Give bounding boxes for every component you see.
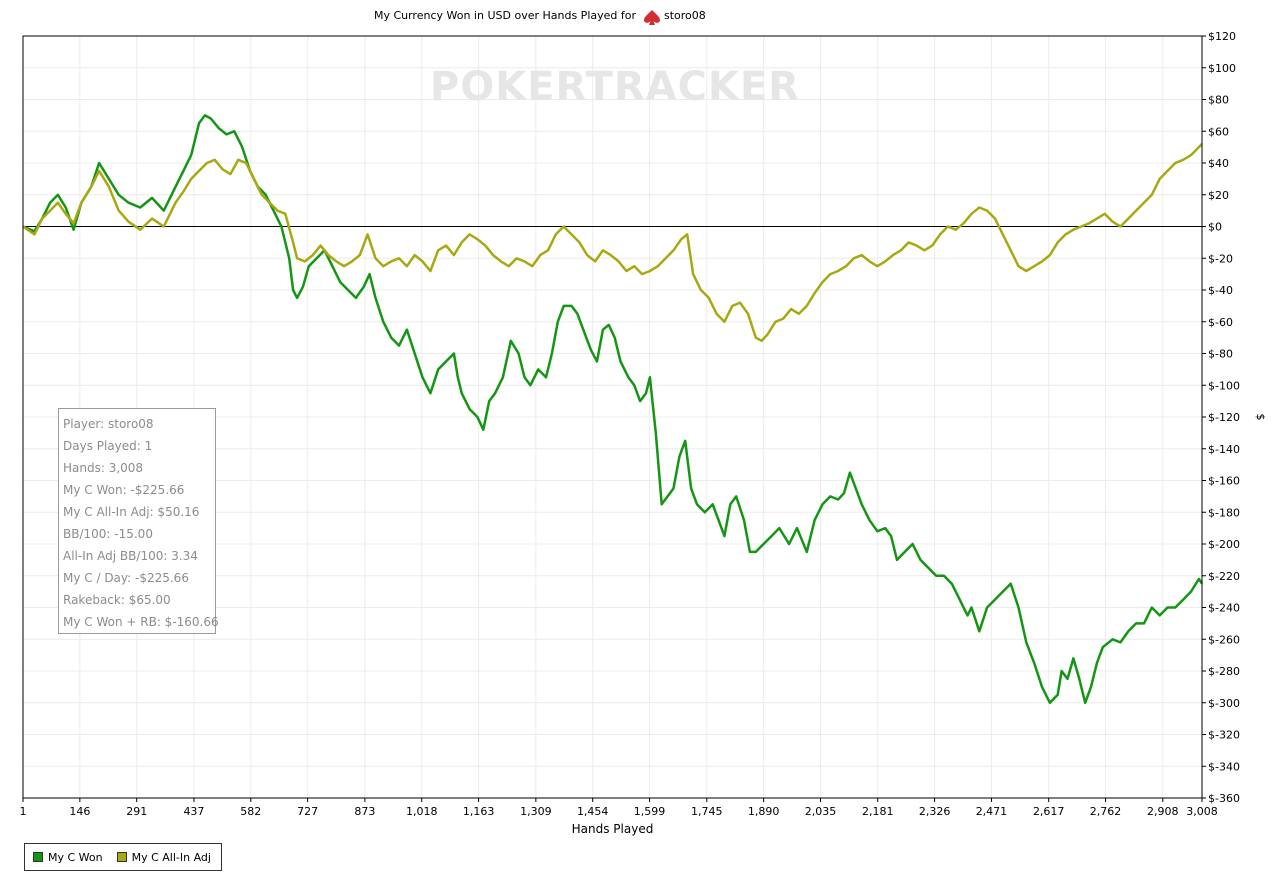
chart-title-player: storo08	[664, 9, 706, 22]
x-tick-label: 2,908	[1147, 805, 1179, 818]
y-tick-label: $-260	[1208, 633, 1240, 646]
y-tick-label: $-100	[1208, 379, 1240, 392]
legend: My C Won My C All-In Adj	[24, 843, 222, 871]
legend-item-won[interactable]: My C Won	[33, 851, 103, 864]
y-tick-label: $60	[1208, 125, 1229, 138]
x-tick-label: 2,471	[976, 805, 1008, 818]
x-tick-label: 1,599	[634, 805, 666, 818]
x-tick-label: 873	[354, 805, 375, 818]
x-tick-label: 291	[126, 805, 147, 818]
y-tick-label: $-240	[1208, 602, 1240, 615]
y-tick-label: $20	[1208, 189, 1229, 202]
y-tick-label: $-220	[1208, 570, 1240, 583]
y-tick-label: $-280	[1208, 665, 1240, 678]
legend-label-won: My C Won	[48, 850, 103, 864]
y-tick-label: $100	[1208, 62, 1236, 75]
x-tick-label: 2,035	[805, 805, 837, 818]
y-axis-label: $	[1254, 414, 1267, 421]
legend-swatch-won	[33, 852, 43, 862]
stat-days-played: Days Played: 1	[63, 439, 153, 453]
x-tick-label: 1,454	[577, 805, 609, 818]
y-tick-label: $-160	[1208, 475, 1240, 488]
legend-label-allin: My C All-In Adj	[131, 850, 211, 864]
x-tick-label: 2,617	[1033, 805, 1065, 818]
legend-swatch-allin	[116, 852, 127, 862]
y-tick-label: $-200	[1208, 538, 1240, 551]
y-tick-label: $40	[1208, 157, 1229, 170]
y-tick-label: $-140	[1208, 443, 1240, 456]
y-tick-label: $80	[1208, 94, 1229, 107]
stat-rakeback: Rakeback: $65.00	[63, 593, 171, 607]
y-tick-label: $120	[1208, 30, 1236, 43]
x-tick-label: 1	[20, 805, 27, 818]
stat-allin-adj: My C All-In Adj: $50.16	[63, 505, 200, 519]
stat-bb100: BB/100: -15.00	[63, 527, 153, 541]
y-tick-label: $-80	[1208, 348, 1233, 361]
x-tick-label: 1,163	[463, 805, 495, 818]
x-tick-label: 1,745	[691, 805, 723, 818]
y-tick-label: $-320	[1208, 729, 1240, 742]
x-tick-label: 146	[69, 805, 90, 818]
y-tick-label: $-120	[1208, 411, 1240, 424]
x-tick-label: 3,008	[1186, 805, 1218, 818]
y-tick-label: $-180	[1208, 506, 1240, 519]
watermark-text: POKERTRACKER	[430, 64, 800, 110]
stat-won: My C Won: -$225.66	[63, 483, 185, 497]
y-tick-label: $-300	[1208, 697, 1240, 710]
x-tick-label: 727	[297, 805, 318, 818]
x-tick-label: 582	[240, 805, 261, 818]
chart-title: My Currency Won in USD over Hands Played…	[374, 9, 637, 22]
y-tick-label: $-20	[1208, 252, 1233, 265]
y-tick-label: $-360	[1208, 792, 1240, 805]
y-tick-label: $-40	[1208, 284, 1233, 297]
legend-item-allin[interactable]: My C All-In Adj	[116, 850, 211, 864]
y-tick-label: $-340	[1208, 760, 1240, 773]
x-tick-label: 1,890	[748, 805, 780, 818]
stats-box: Player: storo08 Days Played: 1 Hands: 3,…	[58, 408, 219, 634]
y-tick-label: $0	[1208, 221, 1222, 234]
x-tick-label: 2,326	[919, 805, 951, 818]
stat-player: Player: storo08	[63, 417, 154, 431]
stat-hands: Hands: 3,008	[63, 461, 144, 475]
x-tick-label: 2,762	[1090, 805, 1122, 818]
stat-per-day: My C / Day: -$225.66	[63, 571, 189, 585]
x-tick-label: 1,018	[406, 805, 438, 818]
x-tick-label: 2,181	[862, 805, 894, 818]
x-tick-label: 1,309	[520, 805, 552, 818]
spade-icon	[644, 10, 660, 25]
series-line-my-c-allin-adj	[22, 143, 1203, 343]
stat-won-plus-rb: My C Won + RB: $-160.66	[63, 615, 219, 629]
y-tick-label: $-60	[1208, 316, 1233, 329]
stat-allin-bb100: All-In Adj BB/100: 3.34	[63, 549, 198, 563]
x-axis-label: Hands Played	[572, 822, 654, 836]
x-tick-label: 437	[183, 805, 204, 818]
